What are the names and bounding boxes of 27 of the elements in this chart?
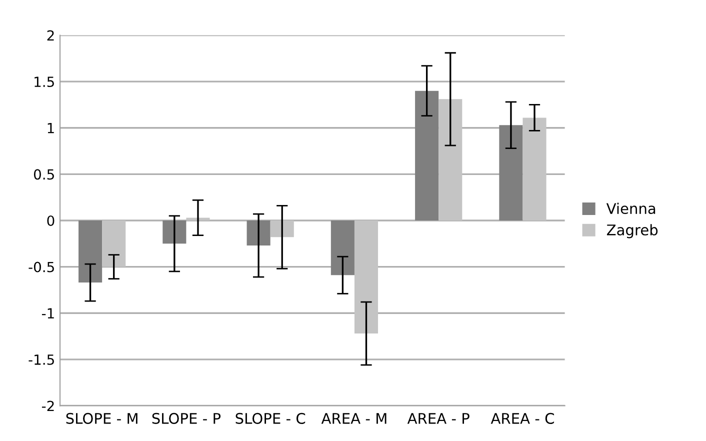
x-tick-label: SLOPE - C [236,412,306,424]
legend-label: Zagreb [606,224,658,238]
y-tick-label: -0.5 [28,262,54,272]
legend-label: Vienna [606,202,656,214]
y-tick-label: 0.5 [34,169,54,180]
x-tick-label: AREA - M [321,413,386,424]
x-tick-label: AREA - P [407,413,470,424]
bar [330,220,354,276]
bar [270,220,294,238]
bar [499,125,523,220]
x-tick-label: SLOPE - M [66,412,138,424]
bar [522,118,546,220]
bar [415,90,439,220]
y-tick-label: -1 [42,308,54,318]
y-tick-label: 1 [48,123,54,134]
bar [102,220,126,267]
y-tick-label: 2 [47,30,54,41]
y-tick-label: 0 [47,215,54,226]
bar [78,220,102,283]
bar [246,220,270,246]
x-tick-label: SLOPE - P [152,412,221,424]
y-tick-label: -2 [42,400,54,411]
bar [438,99,462,220]
x-tick-label: AREA - C [490,412,554,424]
y-tick-label: 1.5 [34,76,54,88]
bar [354,220,378,334]
y-tick-label: -1.5 [28,354,54,365]
